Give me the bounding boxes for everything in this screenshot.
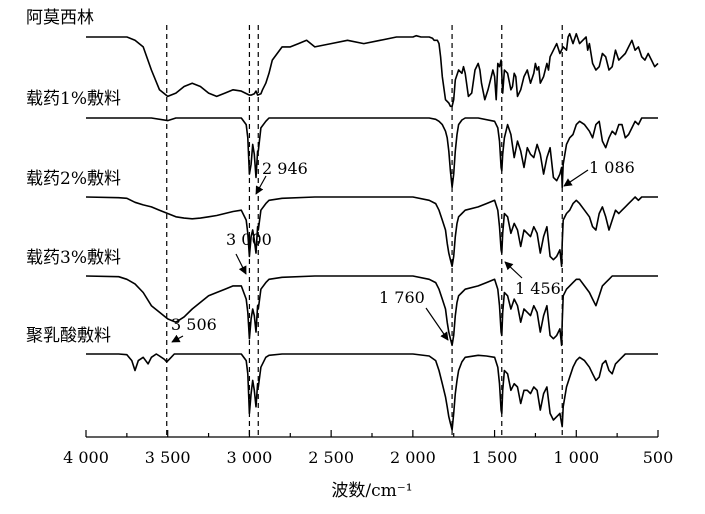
- annotation-labels: 2 946 1 086 3 000 1 456 1 760 3 506: [171, 158, 635, 334]
- x-tick-label: 2 500: [308, 448, 354, 467]
- annotation-arrows: [171, 169, 589, 343]
- annotation-label: 1 086: [589, 158, 635, 177]
- annotation-arrow: [171, 334, 184, 343]
- x-tick-label: 500: [643, 448, 674, 467]
- annotation-arrow: [504, 261, 523, 279]
- spectrum-line: [86, 353, 658, 431]
- x-tick-label: 4 000: [63, 448, 109, 467]
- x-tick-label: 1 000: [553, 448, 599, 467]
- x-tick-label: 1 500: [472, 448, 518, 467]
- x-tick-label: 3 000: [227, 448, 273, 467]
- annotation-label: 1 760: [379, 288, 425, 307]
- spectrum-line: [85, 275, 658, 347]
- x-axis-label: 波数/cm⁻¹: [331, 481, 412, 501]
- annotation-label: 3 000: [226, 230, 272, 249]
- series-label: 载药3%敷料: [26, 248, 121, 268]
- x-tick-label: 2 000: [390, 448, 436, 467]
- spectrum-line: [86, 117, 658, 189]
- annotation-arrow: [255, 175, 267, 195]
- spectrum-line: [86, 32, 659, 108]
- spectra: [85, 32, 659, 431]
- annotation-label: 3 506: [171, 315, 217, 334]
- x-tick-label: 3 500: [145, 448, 191, 467]
- series-label: 载药2%敷料: [26, 169, 121, 189]
- annotation-arrow: [235, 253, 247, 275]
- annotation-label: 2 946: [262, 159, 308, 178]
- reference-lines: [166, 25, 563, 437]
- x-axis: 4 000 3 500 3 000 2 500 2 000 1 500 1 000 500 波数…: [63, 430, 673, 501]
- series-label: 阿莫西林: [26, 8, 94, 28]
- annotation-label: 1 456: [515, 279, 561, 298]
- series-label: 聚乳酸敷料: [26, 326, 111, 346]
- spectrum-line: [85, 196, 658, 268]
- annotation-arrow: [425, 307, 449, 341]
- series-label: 载药1%敷料: [26, 89, 121, 109]
- annotation-arrow: [563, 169, 589, 187]
